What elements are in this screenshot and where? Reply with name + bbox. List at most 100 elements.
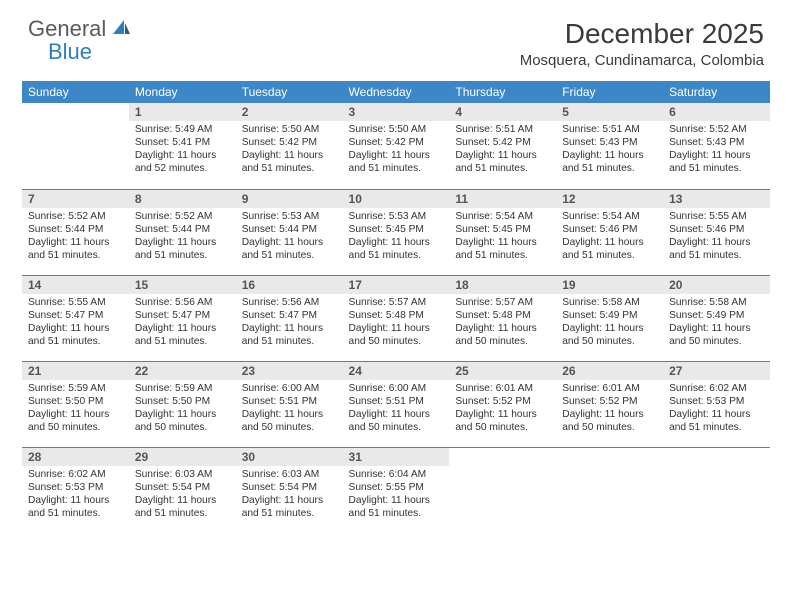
sunrise-text: Sunrise: 5:54 AM	[455, 210, 550, 223]
sunset-text: Sunset: 5:49 PM	[562, 309, 657, 322]
logo-text: General Blue	[28, 18, 131, 64]
sunset-text: Sunset: 5:50 PM	[135, 395, 230, 408]
calendar-cell: 28Sunrise: 6:02 AMSunset: 5:53 PMDayligh…	[22, 447, 129, 533]
calendar-cell: 17Sunrise: 5:57 AMSunset: 5:48 PMDayligh…	[343, 275, 450, 361]
day-header: Tuesday	[236, 81, 343, 103]
sunset-text: Sunset: 5:49 PM	[669, 309, 764, 322]
sunset-text: Sunset: 5:54 PM	[135, 481, 230, 494]
day-body: Sunrise: 6:03 AMSunset: 5:54 PMDaylight:…	[236, 466, 343, 524]
sunrise-text: Sunrise: 5:53 AM	[349, 210, 444, 223]
calendar-cell: 24Sunrise: 6:00 AMSunset: 5:51 PMDayligh…	[343, 361, 450, 447]
daylight-text: Daylight: 11 hours and 50 minutes.	[349, 322, 444, 348]
sunset-text: Sunset: 5:47 PM	[135, 309, 230, 322]
sunset-text: Sunset: 5:42 PM	[349, 136, 444, 149]
day-number: 20	[663, 276, 770, 294]
sunset-text: Sunset: 5:41 PM	[135, 136, 230, 149]
daylight-text: Daylight: 11 hours and 50 minutes.	[242, 408, 337, 434]
day-header: Sunday	[22, 81, 129, 103]
daylight-text: Daylight: 11 hours and 51 minutes.	[28, 322, 123, 348]
day-number	[556, 448, 663, 466]
calendar-week: 21Sunrise: 5:59 AMSunset: 5:50 PMDayligh…	[22, 361, 770, 447]
day-number: 21	[22, 362, 129, 380]
calendar-cell: 6Sunrise: 5:52 AMSunset: 5:43 PMDaylight…	[663, 103, 770, 189]
sunrise-text: Sunrise: 5:52 AM	[28, 210, 123, 223]
sunrise-text: Sunrise: 5:55 AM	[28, 296, 123, 309]
daylight-text: Daylight: 11 hours and 51 minutes.	[349, 494, 444, 520]
calendar-cell	[22, 103, 129, 189]
day-number: 22	[129, 362, 236, 380]
sunrise-text: Sunrise: 5:57 AM	[349, 296, 444, 309]
day-body: Sunrise: 5:50 AMSunset: 5:42 PMDaylight:…	[343, 121, 450, 179]
day-body: Sunrise: 5:51 AMSunset: 5:43 PMDaylight:…	[556, 121, 663, 179]
day-header: Saturday	[663, 81, 770, 103]
sunrise-text: Sunrise: 5:58 AM	[669, 296, 764, 309]
day-number: 26	[556, 362, 663, 380]
calendar-cell	[663, 447, 770, 533]
day-number: 19	[556, 276, 663, 294]
day-number: 23	[236, 362, 343, 380]
sunrise-text: Sunrise: 6:00 AM	[349, 382, 444, 395]
day-number	[663, 448, 770, 466]
day-body: Sunrise: 5:50 AMSunset: 5:42 PMDaylight:…	[236, 121, 343, 179]
sunrise-text: Sunrise: 6:01 AM	[455, 382, 550, 395]
sunset-text: Sunset: 5:52 PM	[455, 395, 550, 408]
daylight-text: Daylight: 11 hours and 52 minutes.	[135, 149, 230, 175]
sunrise-text: Sunrise: 5:56 AM	[242, 296, 337, 309]
sunrise-text: Sunrise: 5:54 AM	[562, 210, 657, 223]
day-number: 12	[556, 190, 663, 208]
sunset-text: Sunset: 5:52 PM	[562, 395, 657, 408]
daylight-text: Daylight: 11 hours and 51 minutes.	[669, 236, 764, 262]
sunrise-text: Sunrise: 5:55 AM	[669, 210, 764, 223]
day-header: Friday	[556, 81, 663, 103]
day-number: 6	[663, 103, 770, 121]
sunrise-text: Sunrise: 6:04 AM	[349, 468, 444, 481]
daylight-text: Daylight: 11 hours and 51 minutes.	[28, 236, 123, 262]
daylight-text: Daylight: 11 hours and 51 minutes.	[669, 149, 764, 175]
sunset-text: Sunset: 5:55 PM	[349, 481, 444, 494]
sunrise-text: Sunrise: 5:49 AM	[135, 123, 230, 136]
day-number: 31	[343, 448, 450, 466]
calendar-cell: 19Sunrise: 5:58 AMSunset: 5:49 PMDayligh…	[556, 275, 663, 361]
sunset-text: Sunset: 5:42 PM	[455, 136, 550, 149]
daylight-text: Daylight: 11 hours and 51 minutes.	[562, 149, 657, 175]
day-body	[22, 121, 129, 127]
daylight-text: Daylight: 11 hours and 51 minutes.	[28, 494, 123, 520]
day-number: 18	[449, 276, 556, 294]
calendar-week: 1Sunrise: 5:49 AMSunset: 5:41 PMDaylight…	[22, 103, 770, 189]
day-number: 10	[343, 190, 450, 208]
sunrise-text: Sunrise: 5:58 AM	[562, 296, 657, 309]
sunrise-text: Sunrise: 6:03 AM	[242, 468, 337, 481]
daylight-text: Daylight: 11 hours and 51 minutes.	[242, 236, 337, 262]
day-body: Sunrise: 6:02 AMSunset: 5:53 PMDaylight:…	[663, 380, 770, 438]
calendar-cell: 26Sunrise: 6:01 AMSunset: 5:52 PMDayligh…	[556, 361, 663, 447]
calendar-cell: 3Sunrise: 5:50 AMSunset: 5:42 PMDaylight…	[343, 103, 450, 189]
brand-logo: General Blue	[28, 18, 131, 64]
day-body: Sunrise: 5:55 AMSunset: 5:46 PMDaylight:…	[663, 208, 770, 266]
day-body: Sunrise: 5:52 AMSunset: 5:44 PMDaylight:…	[22, 208, 129, 266]
logo-word-1: General	[28, 16, 106, 41]
calendar-cell	[449, 447, 556, 533]
daylight-text: Daylight: 11 hours and 50 minutes.	[455, 408, 550, 434]
calendar-week: 14Sunrise: 5:55 AMSunset: 5:47 PMDayligh…	[22, 275, 770, 361]
sunset-text: Sunset: 5:44 PM	[28, 223, 123, 236]
calendar-cell: 2Sunrise: 5:50 AMSunset: 5:42 PMDaylight…	[236, 103, 343, 189]
day-body: Sunrise: 5:55 AMSunset: 5:47 PMDaylight:…	[22, 294, 129, 352]
day-body	[663, 466, 770, 472]
sunset-text: Sunset: 5:42 PM	[242, 136, 337, 149]
day-body: Sunrise: 5:49 AMSunset: 5:41 PMDaylight:…	[129, 121, 236, 179]
daylight-text: Daylight: 11 hours and 51 minutes.	[562, 236, 657, 262]
day-number: 25	[449, 362, 556, 380]
sunset-text: Sunset: 5:45 PM	[455, 223, 550, 236]
calendar-cell: 13Sunrise: 5:55 AMSunset: 5:46 PMDayligh…	[663, 189, 770, 275]
sunset-text: Sunset: 5:43 PM	[669, 136, 764, 149]
calendar-cell: 11Sunrise: 5:54 AMSunset: 5:45 PMDayligh…	[449, 189, 556, 275]
day-body: Sunrise: 5:52 AMSunset: 5:44 PMDaylight:…	[129, 208, 236, 266]
day-number: 2	[236, 103, 343, 121]
day-body: Sunrise: 5:53 AMSunset: 5:45 PMDaylight:…	[343, 208, 450, 266]
daylight-text: Daylight: 11 hours and 51 minutes.	[349, 236, 444, 262]
daylight-text: Daylight: 11 hours and 50 minutes.	[135, 408, 230, 434]
day-body: Sunrise: 5:54 AMSunset: 5:46 PMDaylight:…	[556, 208, 663, 266]
daylight-text: Daylight: 11 hours and 51 minutes.	[455, 236, 550, 262]
day-body: Sunrise: 5:56 AMSunset: 5:47 PMDaylight:…	[129, 294, 236, 352]
sunrise-text: Sunrise: 5:50 AM	[242, 123, 337, 136]
